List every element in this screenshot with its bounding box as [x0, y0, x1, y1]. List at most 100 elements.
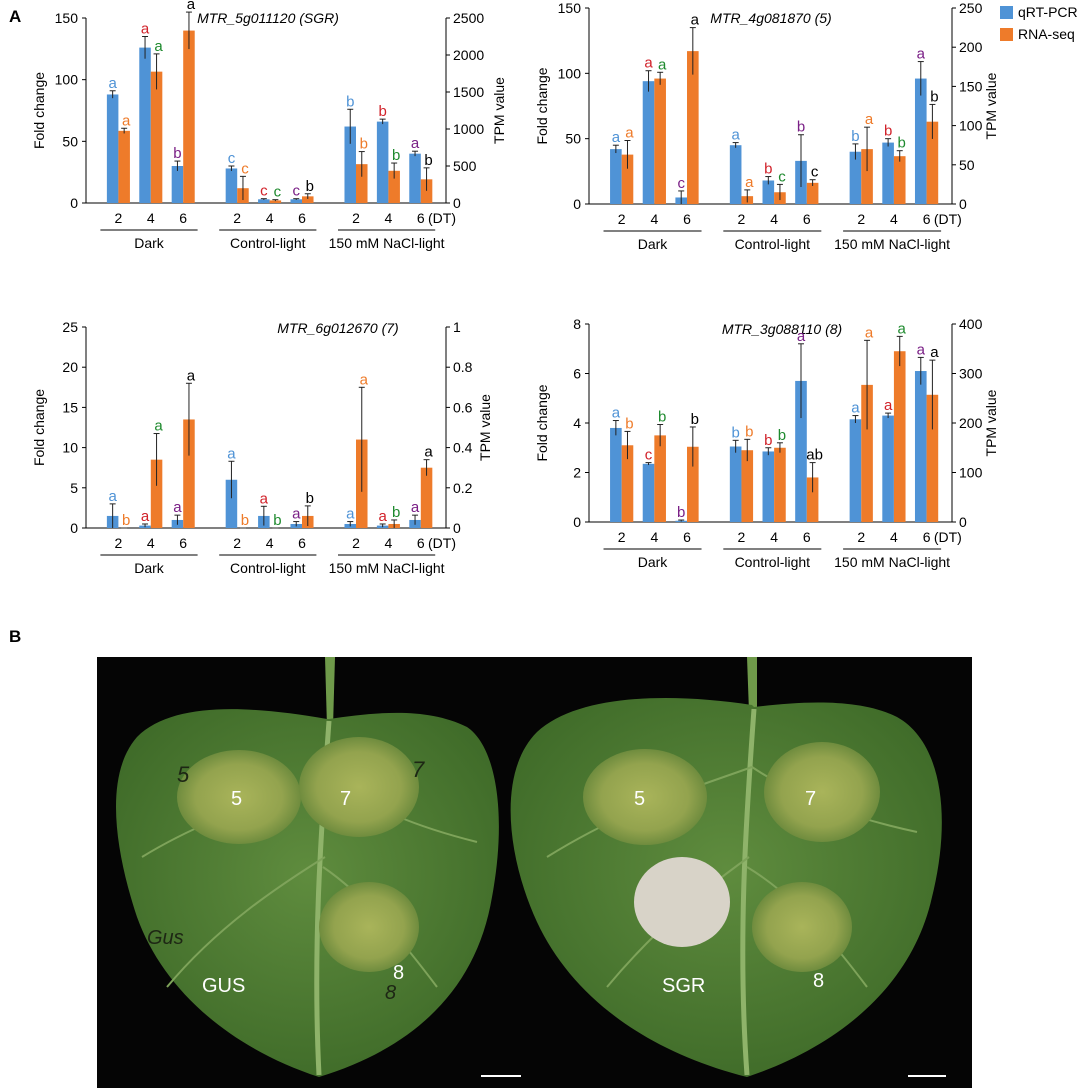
x-tick-label: 2 [233, 210, 241, 226]
y-tick-label-left: 2 [573, 465, 581, 481]
legend: qRT-PCR RNA-seq [1000, 4, 1078, 42]
significance-letter-rna-seq: b [424, 152, 432, 169]
x-tick-label: 2 [115, 210, 123, 226]
spot-right-sgr [634, 857, 730, 947]
significance-letter-qrt-pcr: b [764, 432, 772, 449]
bar-qrt-pcr [729, 145, 742, 204]
x-tick-label: 2 [352, 210, 360, 226]
bar-rna-seq [183, 30, 195, 203]
label-left-7: 7 [340, 788, 351, 810]
significance-letter-rna-seq: a [424, 444, 433, 461]
bar-qrt-pcr [139, 47, 151, 203]
significance-letter-rna-seq: b [658, 408, 666, 425]
significance-letter-qrt-pcr: a [612, 405, 621, 422]
bar-rna-seq [356, 164, 368, 203]
bar-rna-seq [861, 149, 873, 204]
significance-letter-rna-seq: b [360, 136, 368, 153]
x-tick-label: 6 [179, 210, 187, 226]
y-tick-label-left: 0 [70, 520, 78, 536]
bar-rna-seq [150, 71, 163, 204]
significance-letter-qrt-pcr: c [677, 175, 685, 192]
x-tick-label: 6 [683, 529, 691, 545]
x-tick-label: 2 [857, 211, 865, 227]
chart-3: 0 5 10 15 20 25 0 0.2 0.4 0.6 0.8 1 Fold change TPM v… [31, 319, 493, 576]
significance-letter-qrt-pcr: a [141, 508, 150, 525]
y-tick-label-right: 250 [959, 0, 983, 16]
significance-letter-rna-seq: a [360, 371, 369, 388]
significance-letter-qrt-pcr: a [644, 55, 653, 72]
x-tick-label: 6 [803, 529, 811, 545]
x-tick-label: 2 [115, 535, 123, 551]
panel-label-b: B [9, 627, 22, 646]
significance-letter-qrt-pcr: c [228, 150, 236, 167]
x-tick-label: 4 [385, 535, 393, 551]
significance-letter-rna-seq: a [691, 12, 700, 29]
y-tick-label-left: 15 [62, 399, 78, 415]
bar-rna-seq [150, 459, 163, 528]
bar-rna-seq [861, 384, 873, 522]
group-label: Dark [638, 554, 669, 570]
x-tick-label: 4 [147, 210, 155, 226]
bar-qrt-pcr [729, 446, 742, 522]
x-tick-label: 2 [738, 211, 746, 227]
y-axis-title-right: TPM value [983, 72, 999, 139]
y-tick-label-right: 0.8 [453, 359, 473, 375]
bar-rna-seq [806, 477, 819, 522]
significance-letter-qrt-pcr: a [917, 341, 926, 358]
significance-letter-rna-seq: c [811, 164, 819, 181]
panel-label-a: A [9, 7, 22, 26]
significance-letter-rna-seq: a [930, 344, 939, 361]
group-label: Dark [134, 235, 165, 251]
x-tick-label: 2 [352, 535, 360, 551]
significance-letter-qrt-pcr: b [851, 128, 859, 145]
bar-qrt-pcr [914, 371, 927, 522]
bar-qrt-pcr [882, 142, 894, 204]
spot-left-5 [177, 750, 301, 844]
bar-rna-seq [774, 447, 786, 522]
bar-rna-seq [806, 182, 819, 204]
y-tick-label-right: 150 [959, 78, 983, 94]
x-tick-label: 4 [650, 211, 658, 227]
significance-letter-rna-seq: b [241, 512, 249, 529]
scale-bar-left [481, 1075, 521, 1077]
y-tick-label-left: 8 [573, 316, 581, 332]
y-tick-label-right: 200 [959, 415, 983, 431]
x-tick-label: 6 [803, 211, 811, 227]
bar-qrt-pcr [849, 151, 862, 204]
label-right-7: 7 [805, 788, 816, 810]
group-label: Dark [638, 236, 669, 252]
significance-letter-qrt-pcr: a [797, 328, 806, 345]
bar-qrt-pcr [762, 180, 775, 204]
leaf-left: 5 7 Gus 8 5 7 GUS 8 [116, 657, 499, 1077]
significance-letter-rna-seq: a [865, 324, 874, 341]
handwriting-left-7: 7 [412, 757, 425, 782]
bar-rna-seq [302, 196, 314, 203]
y-axis-title-right: TPM value [477, 394, 493, 461]
significance-letter-qrt-pcr: a [411, 499, 420, 516]
significance-letter-rna-seq: a [745, 174, 754, 191]
x-tick-label: 2 [618, 529, 626, 545]
significance-letter-rna-seq: b [273, 512, 281, 529]
y-tick-label-right: 0 [453, 520, 461, 536]
bar-qrt-pcr [344, 126, 356, 203]
y-tick-label-left: 0 [573, 514, 581, 530]
x-unit-label: (DT) [428, 210, 456, 226]
bar-rna-seq [687, 51, 699, 205]
legend-swatch [1000, 28, 1013, 41]
bar-rna-seq [420, 179, 433, 203]
label-right-5: 5 [634, 788, 645, 810]
x-tick-label: 6 [298, 535, 306, 551]
scale-bar-right [908, 1075, 946, 1077]
significance-letter-qrt-pcr: b [173, 145, 181, 162]
group-label: Dark [134, 560, 165, 576]
chart-2: 0 50 100 150 0 50 100 150 200 250 Fold change TPM v… [534, 0, 999, 252]
significance-letter-qrt-pcr: c [260, 183, 268, 200]
significance-letter-qrt-pcr: a [411, 135, 420, 152]
bar-qrt-pcr [225, 168, 238, 203]
legend-label: qRT-PCR [1018, 4, 1078, 20]
significance-letter-qrt-pcr: b [797, 119, 805, 136]
significance-letter-rna-seq: b [691, 411, 699, 428]
x-tick-label: 4 [890, 211, 898, 227]
significance-letter-qrt-pcr: a [612, 129, 621, 146]
y-tick-label-right: 0.4 [453, 440, 473, 456]
